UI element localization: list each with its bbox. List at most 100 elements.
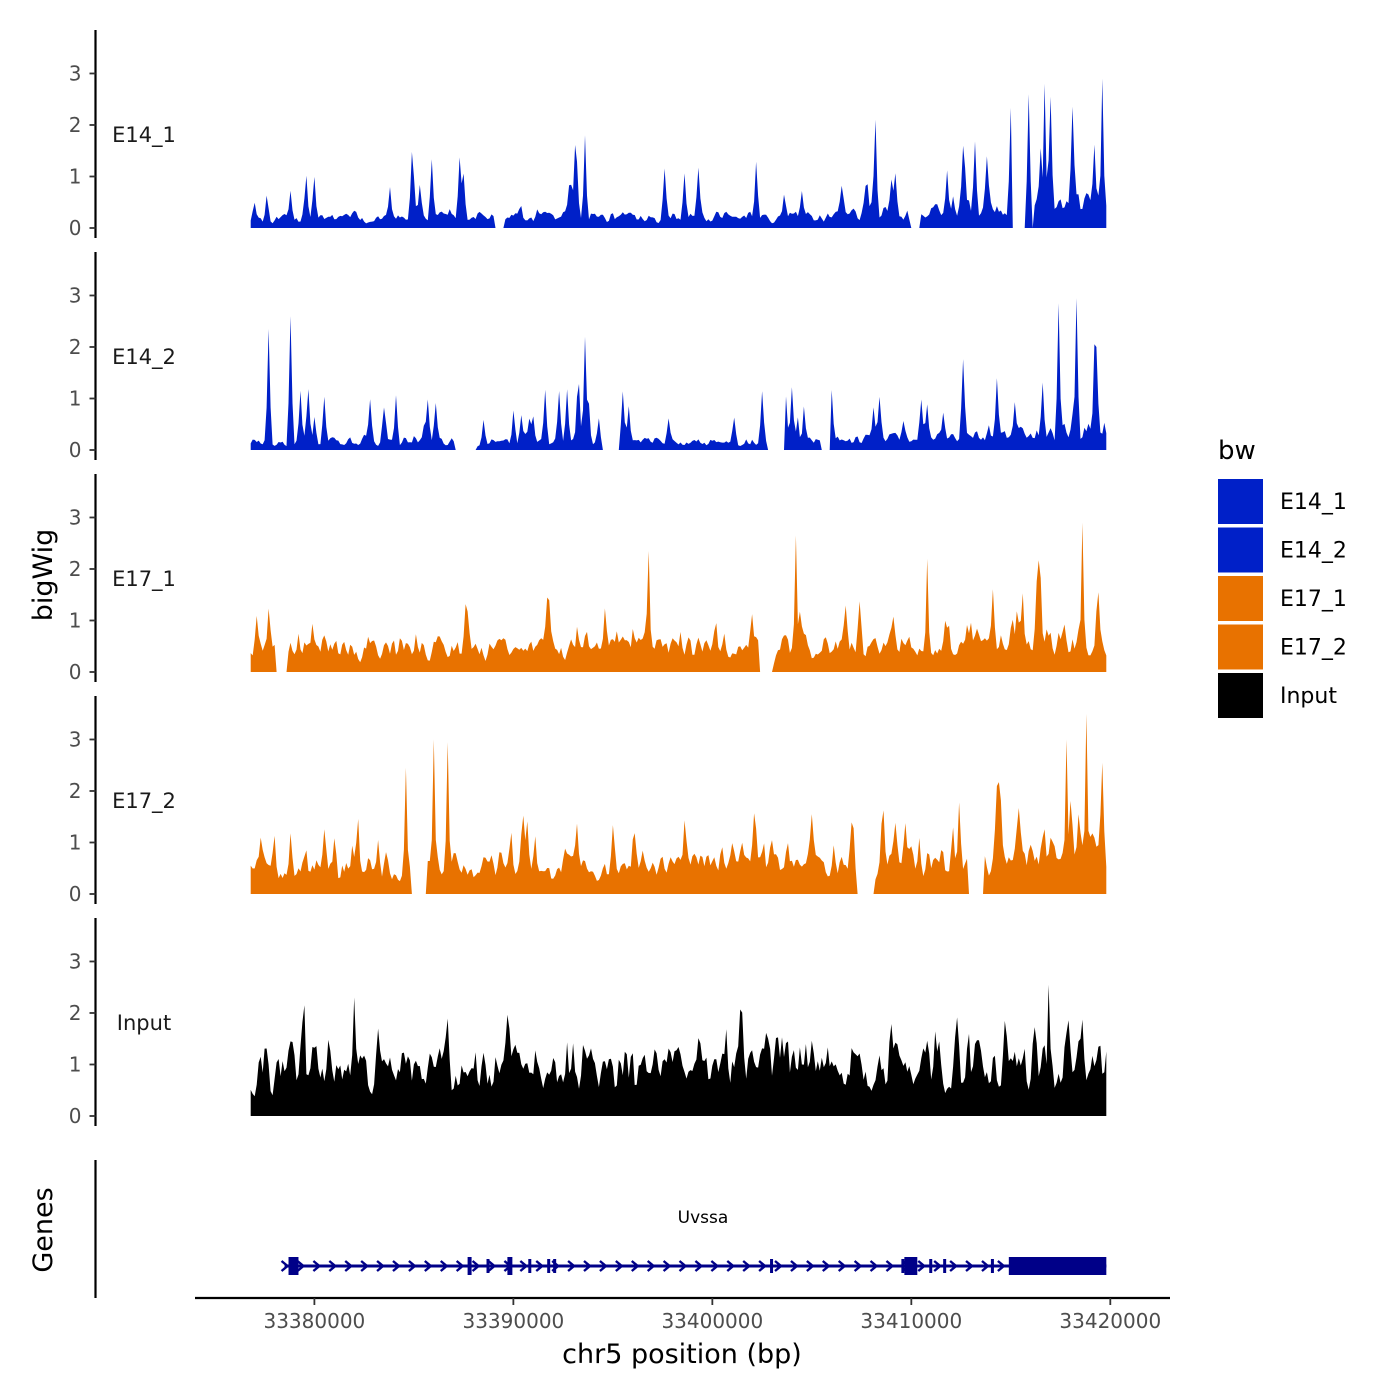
- gene-exon: [553, 1259, 557, 1273]
- x-axis: 33380000 33390000 33400000 33410000 33420000…: [195, 1296, 1170, 1370]
- coverage-tracks: 0 1 2 3 E14_1 0 1 2 3 E14_2 0 1 2 3 E17_1 0 1 2 3 E17_2 0 1 2 3…: [69, 30, 1107, 1128]
- y-tick-label: 3: [69, 61, 82, 85]
- strand-arrow: [471, 1260, 481, 1272]
- strand-arrow: [296, 1260, 306, 1272]
- y-tick-label: 0: [69, 882, 82, 906]
- strand-arrow: [949, 1260, 958, 1272]
- strand-arrow: [710, 1260, 720, 1272]
- gene-model: [280, 1257, 1107, 1275]
- x-tick-label: 33410000: [860, 1309, 962, 1333]
- gene-exon: [770, 1259, 774, 1273]
- legend-label: E17_2: [1280, 636, 1347, 661]
- track-label-E17_2: E17_2: [112, 789, 176, 814]
- gene-exon: [507, 1257, 513, 1275]
- x-tick-label: 33390000: [462, 1309, 564, 1333]
- coverage-area-E14_1: [250, 78, 1107, 228]
- strand-arrow: [869, 1260, 879, 1272]
- gene-exon: [528, 1259, 532, 1273]
- y-tick-label: 1: [69, 164, 82, 188]
- strand-arrow: [535, 1260, 545, 1272]
- legend-label: Input: [1280, 684, 1337, 709]
- strand-arrow: [806, 1260, 815, 1272]
- strand-arrow: [583, 1260, 592, 1272]
- gene-exon: [943, 1259, 947, 1273]
- strand-arrow: [487, 1260, 497, 1272]
- legend-swatch-Input: [1218, 673, 1263, 718]
- y-tick-label: 0: [69, 438, 82, 462]
- x-axis-ticks: 33380000 33390000 33400000 33410000 33420000: [263, 1298, 1161, 1333]
- y-tick-label: 0: [69, 1104, 82, 1128]
- coverage-area-Input: [250, 984, 1107, 1116]
- y-tick-label: 2: [69, 779, 82, 803]
- x-tick-label: 33420000: [1059, 1309, 1161, 1333]
- gene-exon: [467, 1257, 472, 1275]
- track-Input: 0 1 2 3 Input: [69, 918, 1107, 1128]
- strand-arrow: [328, 1260, 338, 1272]
- strand-arrow: [599, 1260, 608, 1272]
- strand-arrow: [344, 1260, 354, 1272]
- legend-swatch-E14_2: [1218, 527, 1263, 573]
- y-tick-label: 2: [69, 557, 82, 581]
- legend-swatch-E14_1: [1218, 479, 1263, 524]
- y-tick-label: 1: [69, 830, 82, 854]
- x-tick-label: 33400000: [661, 1309, 763, 1333]
- strand-arrow: [376, 1260, 385, 1272]
- track-E17_2: 0 1 2 3 E17_2: [69, 696, 1107, 906]
- legend-items: E14_1 E14_2 E17_1 E17_2 Input: [1218, 479, 1347, 718]
- gene-exon: [547, 1259, 551, 1273]
- y-tick-label: 1: [69, 608, 82, 632]
- strand-arrow: [678, 1260, 688, 1272]
- y-axis-title: bigWig: [28, 529, 59, 622]
- strand-arrow: [758, 1260, 767, 1272]
- strand-arrow: [312, 1260, 322, 1272]
- x-axis-title: chr5 position (bp): [562, 1339, 802, 1370]
- gene-exon: [486, 1259, 490, 1273]
- gene-exon: [901, 1259, 905, 1273]
- strand-arrow: [853, 1260, 863, 1272]
- strand-arrow: [519, 1260, 529, 1272]
- strand-arrow: [837, 1260, 847, 1272]
- strand-arrow: [933, 1260, 943, 1272]
- y-tick-label: 3: [69, 949, 82, 973]
- gene-exon: [929, 1259, 933, 1273]
- strand-arrow: [567, 1260, 576, 1272]
- strand-arrow: [280, 1260, 290, 1272]
- strand-arrow: [917, 1260, 927, 1272]
- y-tick-label: 2: [69, 335, 82, 359]
- strand-arrow: [981, 1260, 990, 1272]
- strand-arrow: [615, 1260, 624, 1272]
- y-tick-label: 0: [69, 660, 82, 684]
- strand-arrow: [408, 1260, 417, 1272]
- gene-exon: [288, 1257, 299, 1275]
- strand-arrow: [646, 1260, 656, 1272]
- y-tick-label: 2: [69, 113, 82, 137]
- genes-axis-title: Genes: [28, 1187, 59, 1272]
- legend: bw E14_1 E14_2 E17_1 E17_2 Input: [1218, 436, 1347, 718]
- legend-label: E14_2: [1280, 539, 1347, 564]
- legend-label: E14_1: [1280, 490, 1347, 515]
- track-E14_1: 0 1 2 3 E14_1: [69, 30, 1107, 240]
- y-tick-label: 1: [69, 386, 82, 410]
- strand-arrow: [392, 1260, 401, 1272]
- legend-label: E17_1: [1280, 587, 1347, 612]
- gene-exon: [904, 1257, 918, 1275]
- strand-arrow: [424, 1260, 433, 1272]
- legend-swatch-E17_1: [1218, 576, 1263, 621]
- track-label-E17_1: E17_1: [112, 567, 176, 592]
- track-label-E14_1: E14_1: [112, 123, 176, 148]
- strand-arrow: [742, 1260, 752, 1272]
- coverage-area-E14_2: [250, 298, 1107, 450]
- coverage-area-E17_1: [250, 522, 1107, 672]
- track-label-Input: Input: [117, 1011, 171, 1035]
- y-tick-label: 1: [69, 1052, 82, 1076]
- y-tick-label: 3: [69, 727, 82, 751]
- legend-swatch-E17_2: [1218, 624, 1263, 670]
- y-tick-label: 3: [69, 283, 82, 307]
- gene-exon: [1008, 1257, 1107, 1275]
- y-tick-label: 0: [69, 216, 82, 240]
- gene-name-label: Uvssa: [678, 1208, 729, 1228]
- strand-arrow: [455, 1260, 465, 1272]
- coverage-area-E17_2: [250, 713, 1107, 894]
- strand-arrow: [694, 1260, 704, 1272]
